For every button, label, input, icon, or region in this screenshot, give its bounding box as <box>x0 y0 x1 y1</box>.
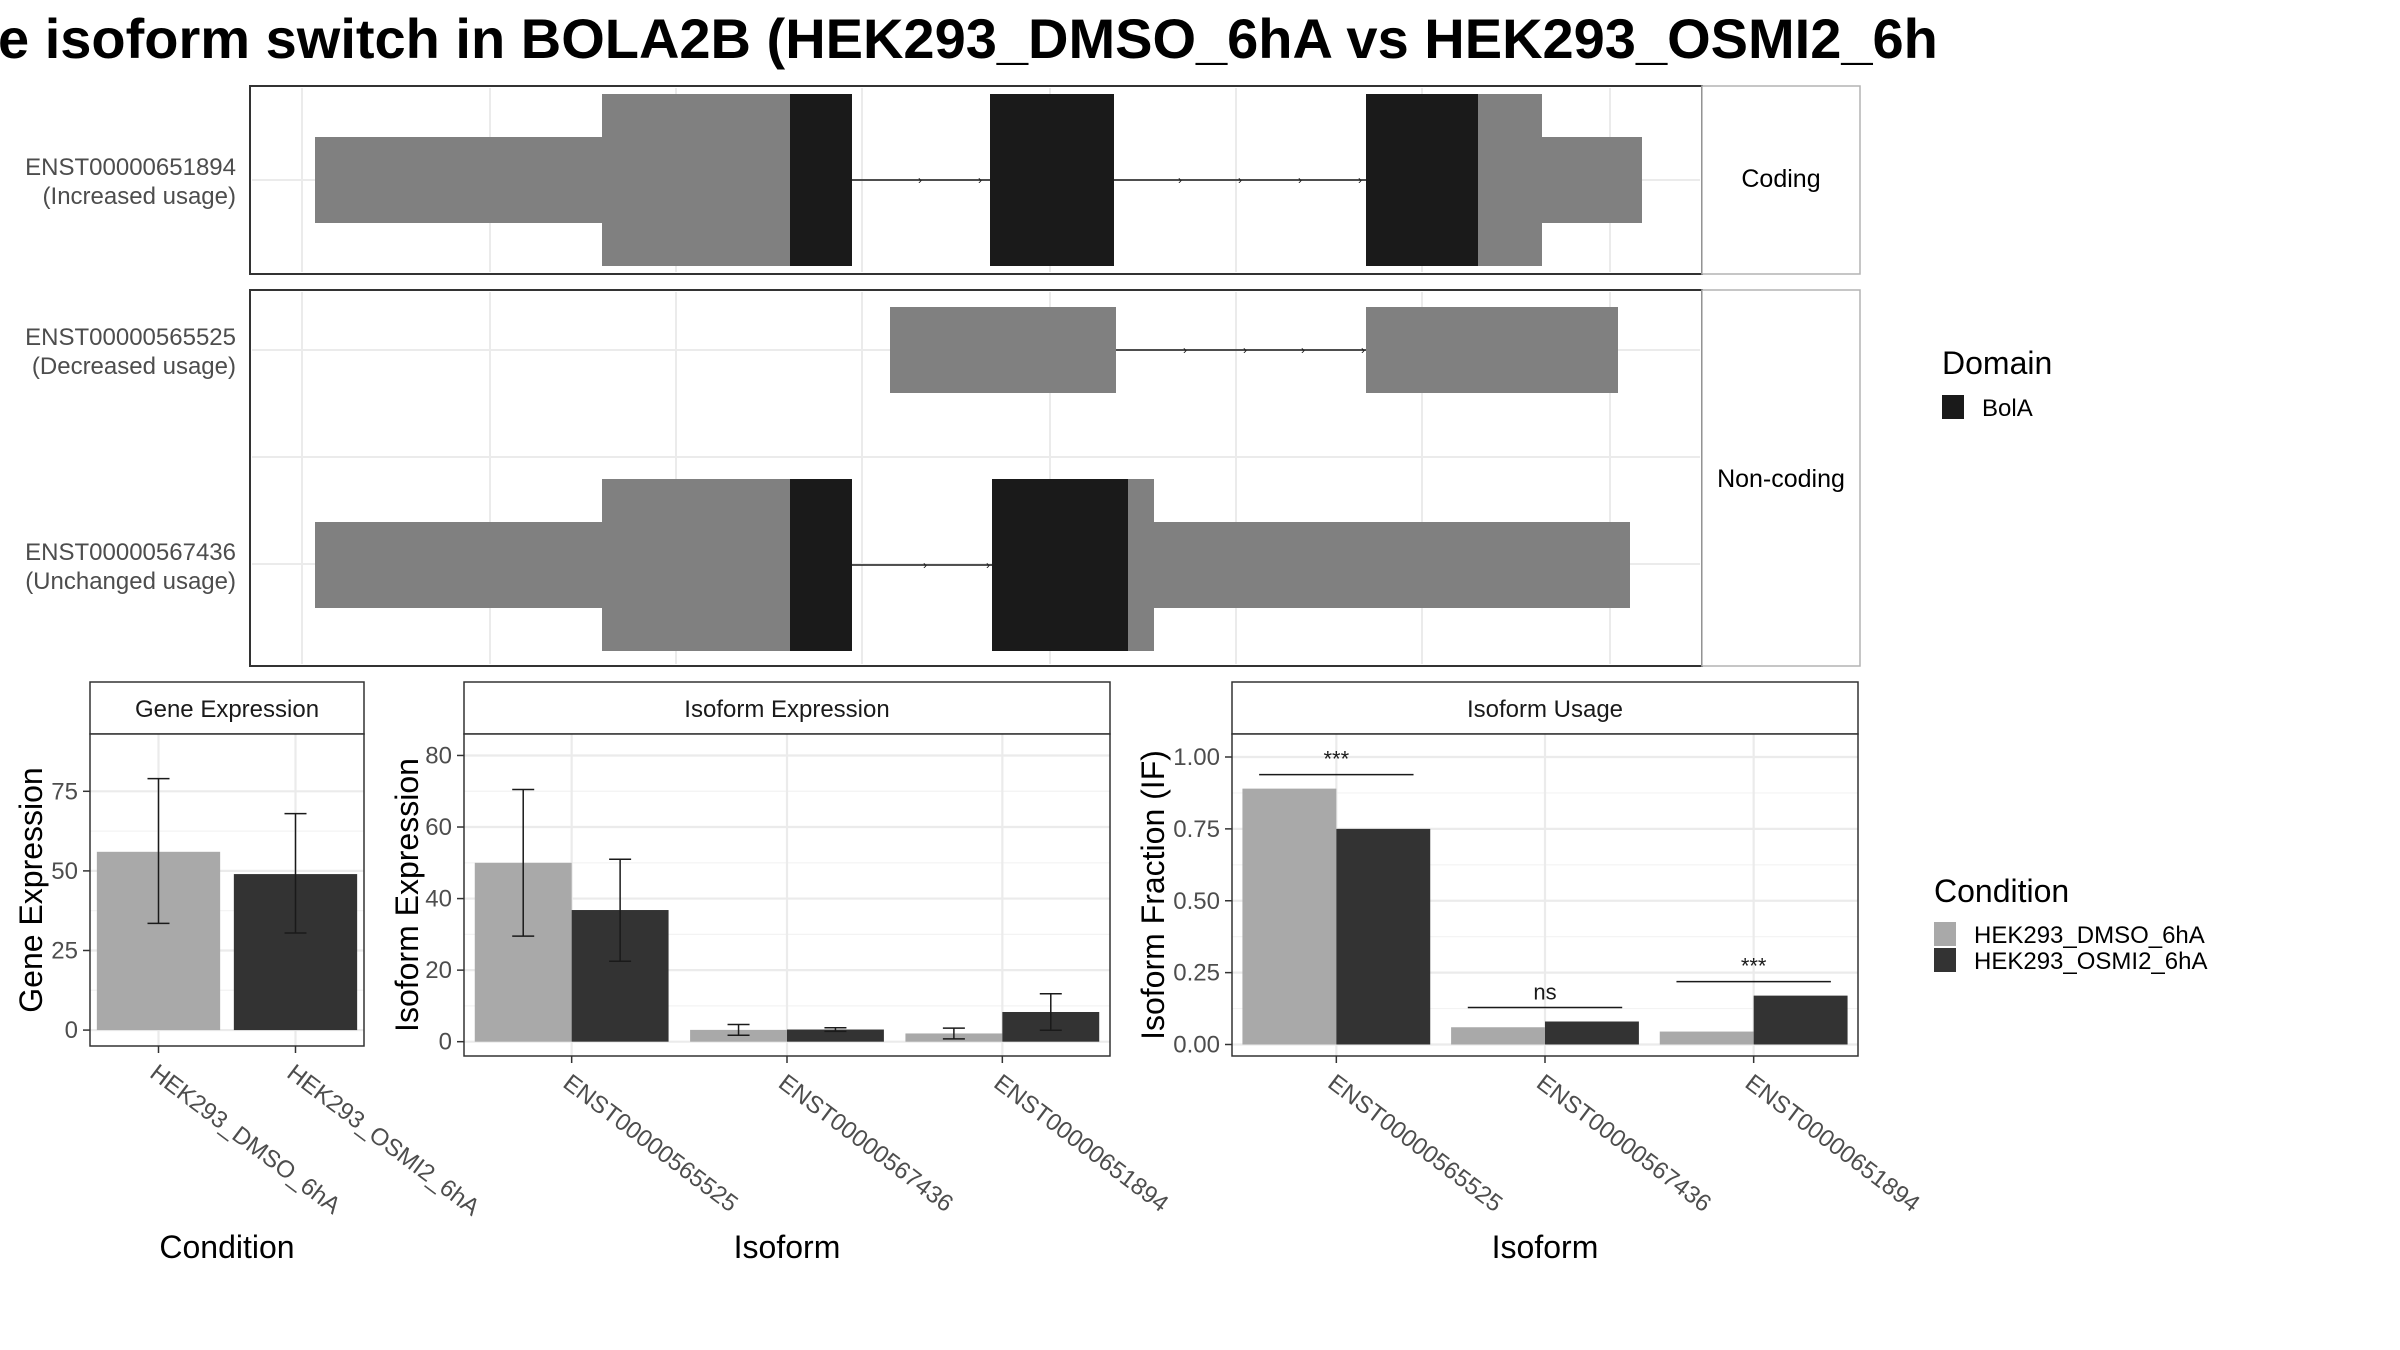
domain-exon <box>790 94 852 266</box>
y-tick-label: 0.25 <box>1173 960 1220 987</box>
significance-label: ns <box>1533 980 1556 1005</box>
condition-legend: Condition HEK293_DMSO_6hA HEK293_OSMI2_6… <box>1934 873 2207 975</box>
significance-label: *** <box>1741 954 1767 979</box>
condition-legend-label-osmi: HEK293_OSMI2_6hA <box>1974 948 2207 975</box>
domain-exon <box>790 479 852 651</box>
svg-text:›: › <box>1183 343 1187 357</box>
svg-text:›: › <box>1298 173 1302 187</box>
y-tick-label: 0 <box>65 1017 78 1044</box>
plot-border <box>89 733 365 1047</box>
noncoding-facet-strip <box>1701 289 1861 667</box>
isoform-label-1-id: ENST00000651894 <box>25 154 236 181</box>
y-tick-label: 0.75 <box>1173 816 1220 843</box>
domain-exon <box>990 94 1114 266</box>
transcript-structure-panel: Coding Non-coding › › › › › <box>25 85 1861 667</box>
bar <box>787 1029 884 1042</box>
bar <box>1336 828 1431 1045</box>
exon <box>602 479 792 651</box>
exon <box>1366 307 1618 393</box>
transcript-ENST00000567436: › › <box>315 479 1630 651</box>
svg-text:›: › <box>1238 173 1242 187</box>
domain-legend-title: Domain <box>1942 345 2052 381</box>
x-tick-label: ENST00000567436 <box>773 1069 958 1217</box>
y-tick-label: 80 <box>425 742 452 769</box>
x-axis-title: Condition <box>159 1229 294 1265</box>
isoform-label-3-id: ENST00000567436 <box>25 539 236 566</box>
facet-label-noncoding: Non-coding <box>1717 465 1845 493</box>
svg-text:›: › <box>986 558 990 572</box>
x-axis-title: Isoform <box>734 1229 841 1265</box>
exon <box>1478 94 1542 266</box>
y-tick-label: 75 <box>51 778 78 805</box>
domain-legend-swatch <box>1942 395 1964 419</box>
y-tick-label: 1.00 <box>1173 744 1220 771</box>
bar <box>1242 788 1337 1045</box>
svg-text:›: › <box>1301 343 1305 357</box>
condition-legend-label-dmso: HEK293_DMSO_6hA <box>1974 922 2205 949</box>
x-tick-label: ENST00000565525 <box>558 1069 743 1217</box>
utr-exon <box>1152 522 1630 608</box>
y-axis-title: Gene Expression <box>13 767 49 1012</box>
x-axis-title: Isoform <box>1492 1229 1599 1265</box>
chart-title: Isoform Usage <box>1467 696 1623 723</box>
isoform-label-2-id: ENST00000565525 <box>25 324 236 351</box>
svg-text:›: › <box>923 558 927 572</box>
significance-label: *** <box>1323 747 1349 772</box>
coding-facet-strip <box>1701 85 1861 275</box>
exon <box>1128 479 1154 651</box>
condition-legend-swatch-dmso <box>1934 922 1956 946</box>
chart-title: Isoform Expression <box>684 696 889 723</box>
transcript-ENST00000651894: › › › › › › <box>315 94 1642 266</box>
svg-text:›: › <box>978 173 982 187</box>
chart-strip <box>463 681 1111 735</box>
bar <box>1545 1021 1639 1045</box>
x-tick-label: ENST00000651894 <box>1740 1069 1925 1217</box>
y-tick-label: 0 <box>439 1029 452 1056</box>
bar <box>1659 1031 1754 1045</box>
facet-label-coding: Coding <box>1741 165 1820 193</box>
y-tick-label: 50 <box>51 858 78 885</box>
isoform-label-3-usage: (Unchanged usage) <box>25 568 236 595</box>
utr-exon <box>315 137 604 223</box>
isoform-expression-chart: Isoform Expression 0 20 40 60 80 ENST000005655… <box>389 681 1174 1265</box>
figure-title: e isoform switch in BOLA2B (HEK293_DMSO_… <box>0 7 1938 70</box>
chart-strip <box>1231 681 1859 735</box>
x-tick-label: ENST00000565525 <box>1323 1069 1508 1217</box>
transcript-ENST00000565525: › › › › <box>890 307 1618 393</box>
y-tick-label: 60 <box>425 814 452 841</box>
domain-exon <box>1366 94 1480 266</box>
domain-legend-label: BolA <box>1982 395 2033 422</box>
utr-exon <box>315 522 604 608</box>
chart-title: Gene Expression <box>135 696 319 723</box>
bar <box>1451 1027 1545 1045</box>
utr-exon <box>1540 137 1642 223</box>
y-tick-label: 20 <box>425 957 452 984</box>
x-tick-label: ENST00000567436 <box>1531 1069 1716 1217</box>
isoform-label-2-usage: (Decreased usage) <box>32 353 236 380</box>
exon <box>890 307 1116 393</box>
domain-legend: Domain BolA <box>1942 345 2052 422</box>
x-tick-label: ENST00000651894 <box>989 1069 1174 1217</box>
exon <box>602 94 792 266</box>
condition-legend-title: Condition <box>1934 873 2069 909</box>
y-tick-label: 25 <box>51 937 78 964</box>
y-tick-label: 40 <box>425 886 452 913</box>
condition-legend-swatch-osmi <box>1934 948 1956 972</box>
svg-text:›: › <box>1358 173 1362 187</box>
isoform-label-1-usage: (Increased usage) <box>43 183 236 210</box>
y-tick-label: 0.50 <box>1173 888 1220 915</box>
y-axis-title: Isoform Expression <box>389 758 425 1032</box>
svg-text:›: › <box>1178 173 1182 187</box>
svg-text:›: › <box>1361 343 1365 357</box>
isoform-usage-chart: Isoform Usage *** ns *** 0.00 0.25 0.50 0.75 1.0… <box>1135 681 1925 1265</box>
chart-strip <box>89 681 365 735</box>
domain-exon <box>992 479 1130 651</box>
svg-text:›: › <box>918 173 922 187</box>
y-axis-title: Isoform Fraction (IF) <box>1135 750 1171 1040</box>
bar <box>1753 995 1848 1045</box>
svg-text:›: › <box>1243 343 1247 357</box>
y-tick-label: 0.00 <box>1173 1032 1220 1059</box>
